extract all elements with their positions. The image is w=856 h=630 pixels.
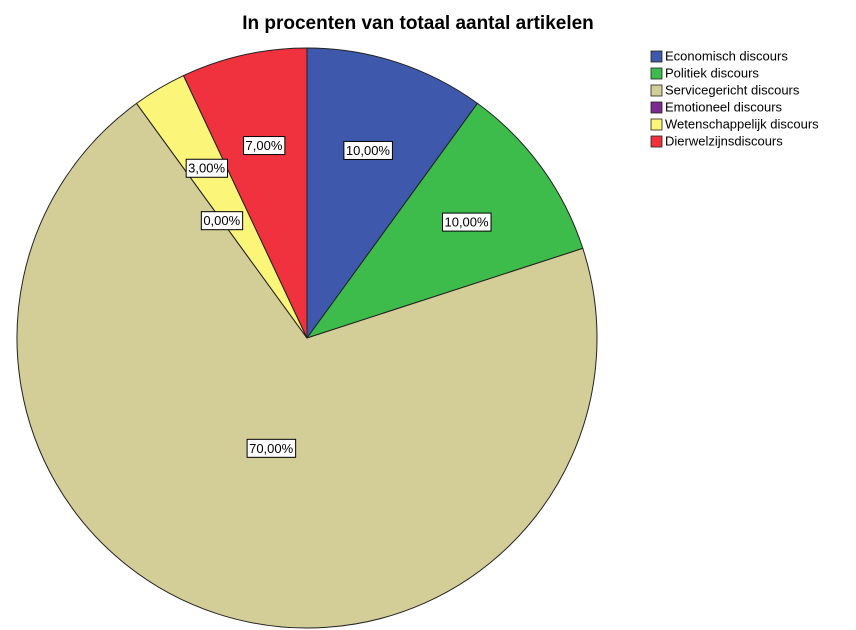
data-label-box	[200, 211, 244, 231]
legend-label: Politiek discours	[665, 65, 759, 80]
pie-slice	[306, 47, 479, 340]
data-label-box	[343, 140, 393, 160]
legend-label: Dierwelzijnsdiscours	[665, 133, 783, 148]
data-label: 10,00%	[346, 143, 391, 158]
legend-swatch	[650, 135, 663, 148]
data-label-box	[243, 136, 286, 156]
data-label: 10,00%	[444, 215, 489, 230]
data-label: 0,00%	[203, 213, 240, 228]
legend-swatch	[650, 50, 663, 63]
legend-label: Servicegericht discours	[665, 82, 800, 97]
legend-label: Wetenschappelijk discours	[665, 116, 819, 131]
legend-swatch	[650, 84, 663, 97]
chart-title: In procenten van totaal aantal artikelen	[242, 13, 594, 34]
legend-label: Economisch discours	[665, 48, 788, 63]
pie-slice	[16, 102, 598, 629]
legend-swatch	[650, 101, 663, 114]
data-label-box	[246, 438, 297, 458]
data-label: 3,00%	[188, 161, 225, 176]
data-label-box	[441, 212, 492, 232]
legend-swatch	[650, 67, 663, 80]
data-label-box	[185, 158, 228, 178]
legend-label: Emotioneel discours	[665, 99, 783, 114]
data-label: 70,00%	[249, 441, 294, 456]
legend-swatch	[650, 118, 663, 131]
pie-slice	[182, 47, 308, 339]
data-label: 7,00%	[246, 138, 283, 153]
